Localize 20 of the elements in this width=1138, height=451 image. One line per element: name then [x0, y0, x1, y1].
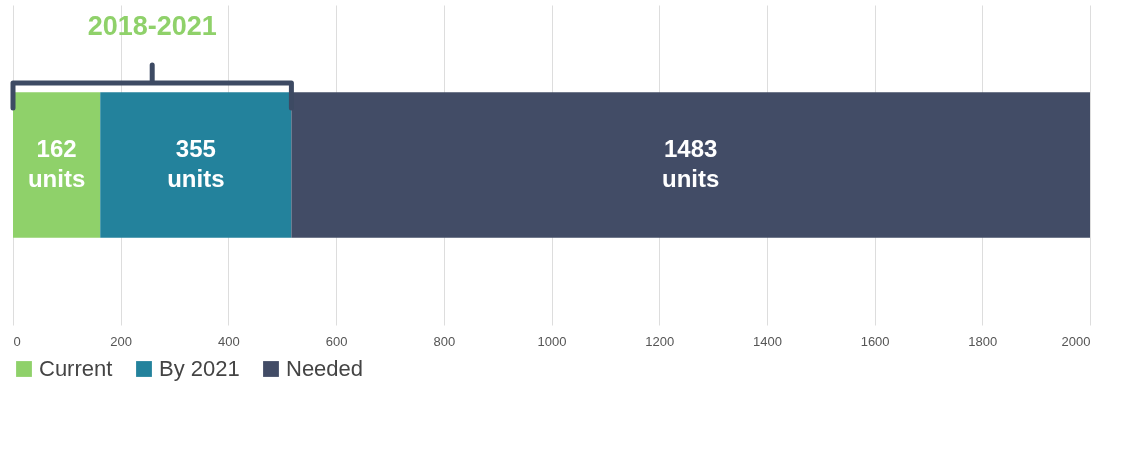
x-tick-label: 800	[433, 333, 456, 349]
x-tick-label: 200	[110, 333, 133, 349]
x-tick-label: 1200	[645, 333, 675, 349]
bar	[291, 92, 1090, 238]
text: 162 units	[27, 135, 86, 192]
legend-label: Current	[39, 356, 113, 381]
bar	[13, 92, 101, 238]
x-tick-label: 1800	[968, 333, 998, 349]
x-tick-label: 1000	[537, 333, 567, 349]
legend-label: By 2021	[159, 356, 240, 381]
x-tick-label: 400	[218, 333, 240, 349]
legend-label: Needed	[286, 356, 364, 381]
x-tick-label: 2000	[1061, 333, 1091, 349]
x-tick-label: 1400	[752, 333, 782, 349]
annotation: 2018-2021	[87, 11, 217, 41]
x-tick-label: 1600	[860, 333, 890, 349]
x-tick-label: 600	[325, 333, 348, 349]
x-tick-label: 0	[13, 333, 21, 349]
text: 355 units	[167, 135, 225, 192]
text: 1483 units	[662, 135, 720, 192]
